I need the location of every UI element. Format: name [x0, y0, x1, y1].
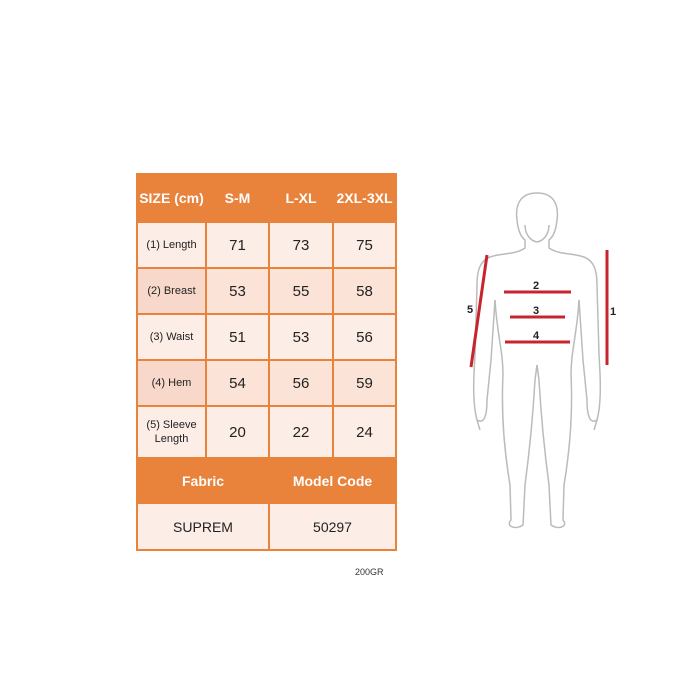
table-row: (1) Length 71 73 75 — [136, 221, 397, 269]
size-value: 73 — [268, 221, 334, 269]
row-label: (1) Length — [136, 221, 207, 269]
size-value: 20 — [205, 405, 270, 459]
footer-header-row: Fabric Model Code — [136, 457, 397, 504]
size-value: 56 — [332, 313, 397, 361]
size-value: 75 — [332, 221, 397, 269]
size-value: 54 — [205, 359, 270, 407]
fabric-header: Fabric — [136, 457, 270, 504]
fabric-value: SUPREM — [136, 502, 270, 551]
row-label: (3) Waist — [136, 313, 207, 361]
human-silhouette — [472, 192, 602, 529]
size-value: 59 — [332, 359, 397, 407]
header-l-xl: L-XL — [268, 173, 334, 223]
size-value: 51 — [205, 313, 270, 361]
label-1: 1 — [610, 306, 616, 318]
model-code-value: 50297 — [268, 502, 397, 551]
label-3: 3 — [533, 305, 539, 317]
label-5: 5 — [467, 304, 473, 316]
size-value: 53 — [268, 313, 334, 361]
table-row: (4) Hem 54 56 59 — [136, 359, 397, 407]
footer-value-row: SUPREM 50297 — [136, 502, 397, 551]
label-4: 4 — [533, 330, 540, 342]
table-header-row: SIZE (cm) S-M L-XL 2XL-3XL — [136, 173, 397, 223]
model-code-header: Model Code — [268, 457, 397, 504]
size-value: 55 — [268, 267, 334, 315]
header-2xl-3xl: 2XL-3XL — [332, 173, 397, 223]
header-size: SIZE (cm) — [136, 173, 207, 223]
row-label: (4) Hem — [136, 359, 207, 407]
size-value: 24 — [332, 405, 397, 459]
size-chart-table: SIZE (cm) S-M L-XL 2XL-3XL (1) Length 71 7… — [136, 173, 397, 551]
fabric-weight-note: 200GR — [355, 567, 384, 577]
row-label: (5) Sleeve Length — [136, 405, 207, 459]
size-value: 58 — [332, 267, 397, 315]
table-row: (2) Breast 53 55 58 — [136, 267, 397, 315]
size-value: 22 — [268, 405, 334, 459]
size-value: 53 — [205, 267, 270, 315]
table-row: (5) Sleeve Length 20 22 24 — [136, 405, 397, 459]
header-s-m: S-M — [205, 173, 270, 223]
row-label: (2) Breast — [136, 267, 207, 315]
measurement-lines — [469, 250, 609, 368]
table-row: (3) Waist 51 53 56 — [136, 313, 397, 361]
body-measurement-diagram: 1 2 3 4 5 — [467, 192, 616, 529]
sleeve-length-line — [469, 254, 489, 368]
size-value: 71 — [205, 221, 270, 269]
size-value: 56 — [268, 359, 334, 407]
label-2: 2 — [533, 280, 539, 292]
